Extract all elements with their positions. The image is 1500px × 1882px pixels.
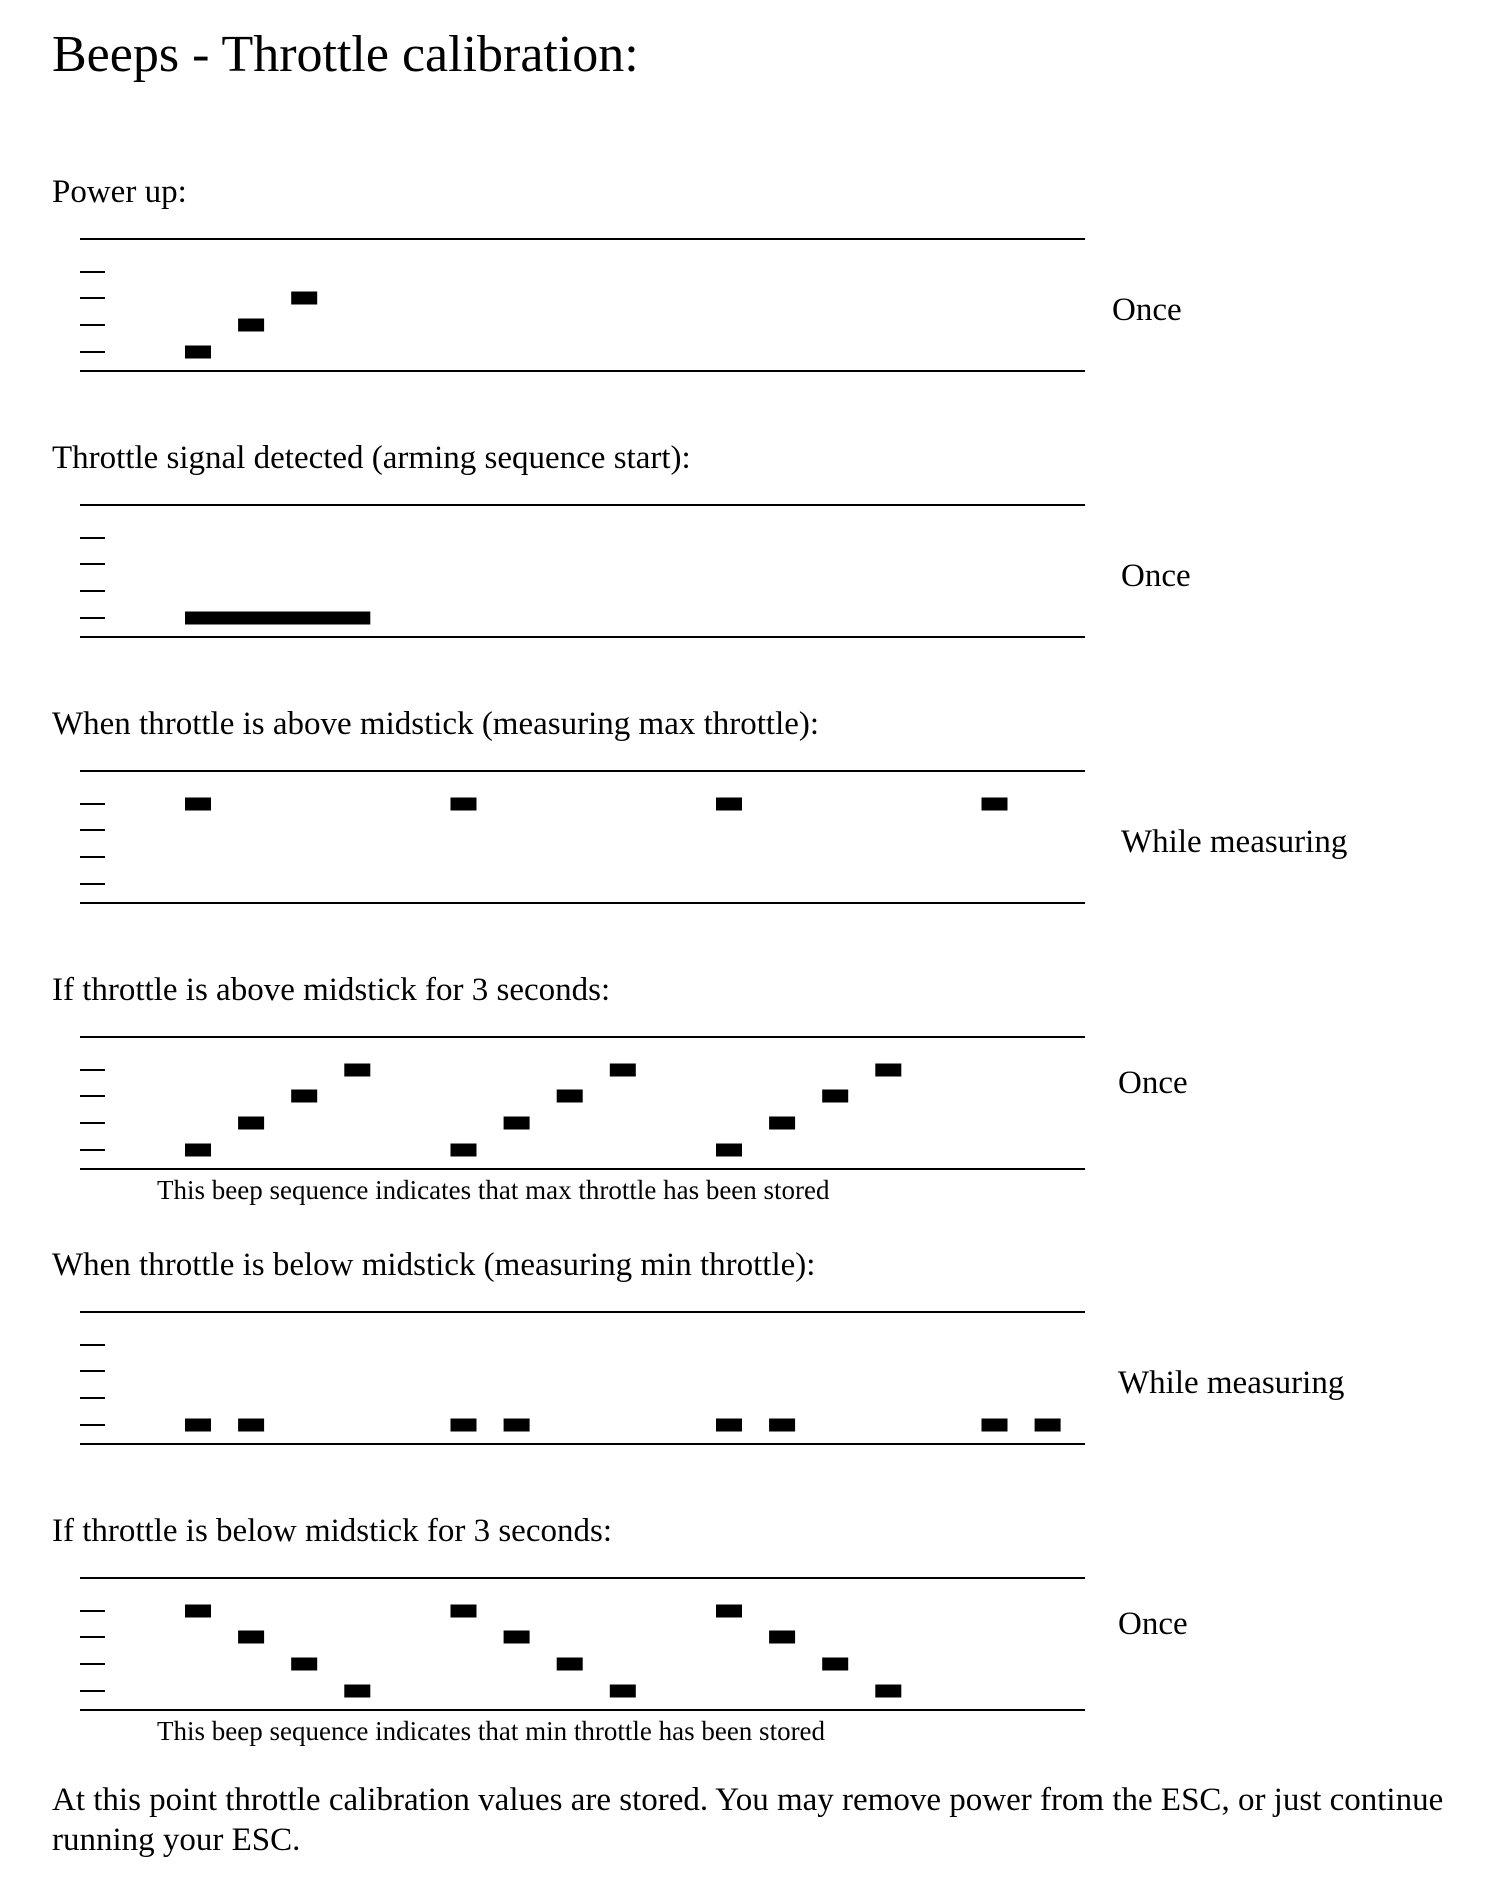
beep-diagram-signal-detected bbox=[80, 504, 1085, 638]
beep-mark bbox=[185, 797, 211, 811]
beep-mark bbox=[238, 1116, 265, 1130]
beep-mark bbox=[185, 1604, 211, 1618]
beep-mark bbox=[238, 318, 265, 332]
beep-mark bbox=[981, 1418, 1008, 1432]
beep-mark bbox=[450, 1143, 477, 1157]
section-heading-power-up: Power up: bbox=[52, 174, 187, 210]
frequency-label: Once bbox=[1118, 1065, 1188, 1101]
beep-mark bbox=[769, 1418, 796, 1432]
beep-mark bbox=[609, 1063, 636, 1077]
beep-mark bbox=[185, 345, 211, 359]
beep-mark bbox=[344, 1063, 371, 1077]
section-heading-signal-detected: Throttle signal detected (arming sequenc… bbox=[52, 440, 691, 476]
beep-mark bbox=[185, 1418, 211, 1432]
page-title: Beeps - Throttle calibration: bbox=[52, 26, 639, 83]
beep-mark bbox=[716, 797, 742, 811]
beep-mark bbox=[822, 1089, 849, 1103]
beep-mark bbox=[556, 1657, 583, 1671]
beep-diagram-max-stored bbox=[80, 1036, 1085, 1170]
beep-mark bbox=[769, 1116, 796, 1130]
beep-mark bbox=[291, 1657, 318, 1671]
beep-mark bbox=[875, 1063, 902, 1077]
beep-mark bbox=[556, 1089, 583, 1103]
beep-mark bbox=[185, 611, 371, 625]
beep-mark bbox=[875, 1684, 902, 1698]
section-heading-measuring-max: When throttle is above midstick (measuri… bbox=[52, 706, 820, 742]
section-note: This beep sequence indicates that max th… bbox=[157, 1175, 830, 1205]
beep-mark bbox=[1034, 1418, 1061, 1432]
beep-mark bbox=[716, 1418, 742, 1432]
beep-mark bbox=[238, 1630, 265, 1644]
beep-mark bbox=[291, 1089, 318, 1103]
beep-diagram-power-up bbox=[80, 238, 1085, 372]
beep-mark bbox=[503, 1418, 530, 1432]
beep-mark bbox=[822, 1657, 849, 1671]
beep-mark bbox=[450, 1418, 477, 1432]
beep-mark bbox=[450, 797, 477, 811]
beep-mark bbox=[769, 1630, 796, 1644]
frequency-label: Once bbox=[1118, 1606, 1188, 1642]
section-heading-max-stored: If throttle is above midstick for 3 seco… bbox=[52, 972, 611, 1008]
beep-mark bbox=[238, 1418, 265, 1432]
beep-diagram-measuring-max bbox=[80, 770, 1085, 904]
frequency-label: Once bbox=[1121, 558, 1191, 594]
beep-mark bbox=[450, 1604, 477, 1618]
frequency-label: While measuring bbox=[1121, 824, 1348, 860]
beep-mark bbox=[344, 1684, 371, 1698]
beep-mark bbox=[609, 1684, 636, 1698]
beep-mark bbox=[716, 1143, 742, 1157]
section-heading-min-stored: If throttle is below midstick for 3 seco… bbox=[52, 1513, 612, 1549]
beep-mark bbox=[716, 1604, 742, 1618]
frequency-label: While measuring bbox=[1118, 1365, 1345, 1401]
section-note: This beep sequence indicates that min th… bbox=[157, 1716, 826, 1746]
beep-mark bbox=[503, 1630, 530, 1644]
beep-diagram-min-stored bbox=[80, 1577, 1085, 1711]
beep-mark bbox=[981, 797, 1008, 811]
frequency-label: Once bbox=[1112, 292, 1182, 328]
section-heading-measuring-min: When throttle is below midstick (measuri… bbox=[52, 1247, 816, 1283]
beep-mark bbox=[503, 1116, 530, 1130]
beep-diagram-measuring-min bbox=[80, 1311, 1085, 1445]
conclusion-text: At this point throttle calibration value… bbox=[52, 1782, 1444, 1858]
beep-mark bbox=[291, 291, 318, 305]
beep-mark bbox=[185, 1143, 211, 1157]
